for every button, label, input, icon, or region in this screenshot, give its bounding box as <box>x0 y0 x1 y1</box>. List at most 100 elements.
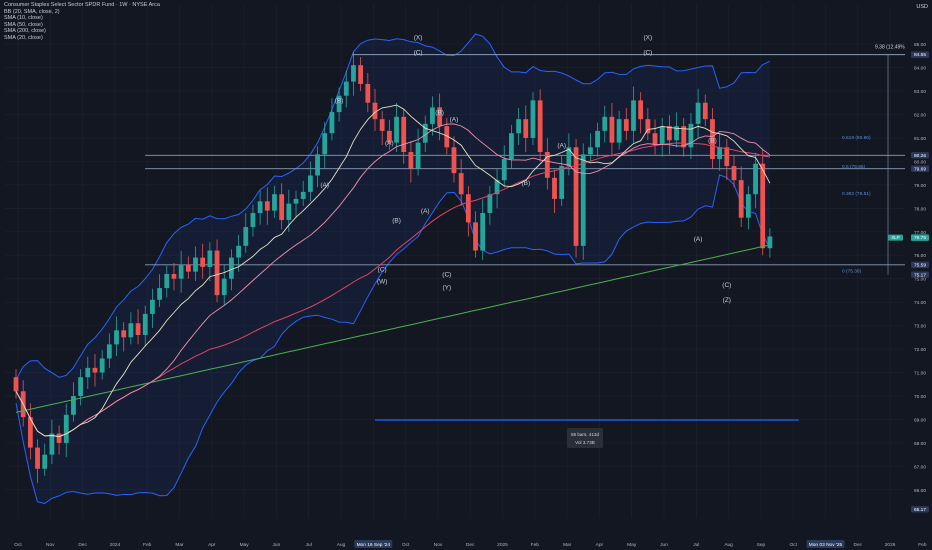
time-tick-label: Feb <box>531 542 540 548</box>
candle-body <box>609 116 615 143</box>
candle-body <box>437 107 443 127</box>
candle-body <box>602 116 608 131</box>
price-tick-label: 84.00 <box>914 66 926 72</box>
price-tick-label: 85.00 <box>914 42 926 48</box>
time-axis-label-box <box>806 540 845 548</box>
time-tick-label: Dec <box>78 542 87 548</box>
candle-body <box>767 236 773 249</box>
candle-body <box>243 227 249 246</box>
candle-body <box>114 330 119 345</box>
wave-label: (B) <box>335 98 344 105</box>
sma20-line <box>15 123 771 438</box>
candle-body <box>638 100 644 120</box>
candle-body <box>307 175 313 192</box>
candle-body <box>150 299 155 314</box>
price-tick-label: 75.00 <box>914 277 926 283</box>
candle-body <box>688 123 694 148</box>
candle-body <box>444 126 450 148</box>
candle-body <box>135 323 141 335</box>
candle-body <box>523 119 529 138</box>
candle-body <box>164 274 170 289</box>
wave-label: (A) <box>385 140 394 147</box>
candle-body <box>264 201 270 211</box>
wave-label: (C) <box>722 282 731 289</box>
price-tick-label: 81.00 <box>914 136 926 142</box>
candle-body <box>71 396 76 415</box>
candle-body <box>681 126 687 148</box>
candle-body <box>544 152 550 178</box>
chart-legend: Consumer Staples Select Sector SPDR Fund… <box>4 2 160 42</box>
measure-label: 9.38 (12.49%) <box>875 45 907 51</box>
candle-body <box>286 203 292 221</box>
price-tick-label: 78.00 <box>914 206 926 212</box>
time-tick-label: Dec <box>466 542 475 548</box>
time-tick-label: May <box>240 542 250 548</box>
candle-body <box>78 377 84 396</box>
price-tick-label: 79.00 <box>914 183 926 189</box>
candle-body <box>731 166 737 181</box>
wave-label: (W) <box>377 278 387 285</box>
candle-body <box>236 245 241 258</box>
candle-body <box>509 133 514 160</box>
price-tick-label: 73.00 <box>914 324 926 330</box>
wave-label: (Y) <box>442 284 451 291</box>
candle-body <box>379 119 385 131</box>
time-tick-label: Aug <box>724 542 733 548</box>
candle-body <box>695 102 701 124</box>
candle-body <box>293 198 299 204</box>
candle-body <box>200 257 206 267</box>
candle-body <box>106 344 112 359</box>
price-tick-label: 82.00 <box>914 112 926 118</box>
wave-label: (A) <box>450 117 459 124</box>
candle-body <box>760 163 766 249</box>
symbol-tag-label: XLP <box>891 235 899 240</box>
candle-body <box>322 133 328 155</box>
range-info-box <box>567 428 603 448</box>
symbol-tag-box <box>888 234 903 241</box>
candle-body <box>56 433 62 443</box>
time-tick-label: 2025 <box>497 542 508 548</box>
price-tick-label: 80.00 <box>914 159 926 165</box>
candle-body <box>401 116 407 152</box>
wave-label: (B) <box>521 180 530 187</box>
candle-body <box>171 274 177 279</box>
candle-body <box>631 100 636 131</box>
fib-label: 0.382 (78.51) <box>842 191 871 197</box>
candle-body <box>717 147 723 160</box>
wave-label: (C) <box>378 267 387 274</box>
legend-indicator: SMA (200, close) <box>4 28 46 35</box>
price-axis-label-box <box>911 165 929 172</box>
candle-body <box>580 154 586 246</box>
candle-body <box>753 163 758 195</box>
price-axis-label: 79.69 <box>914 166 926 172</box>
candle-body <box>272 194 277 211</box>
time-tick-label: Mar <box>563 542 572 548</box>
candle-body <box>415 142 421 169</box>
currency-label: USD <box>916 4 928 10</box>
wave-label: (Z) <box>723 297 731 304</box>
candle-body <box>85 367 91 378</box>
candle-body <box>408 152 414 169</box>
candle-body <box>214 250 220 296</box>
time-tick-label: Mon 16 Sep '24 <box>357 542 391 548</box>
time-tick-label: Feb <box>143 542 152 548</box>
candle-body <box>473 222 478 251</box>
candle-body <box>501 159 507 181</box>
candle-body <box>487 194 493 213</box>
price-axis-label-box <box>911 506 929 513</box>
time-tick-label: Jul <box>693 542 699 548</box>
candle-body <box>652 133 658 145</box>
time-tick-label: Jul <box>306 542 312 548</box>
time-tick-label: Oct <box>789 542 797 548</box>
candle-body <box>27 417 33 448</box>
time-tick-label: Jun <box>273 542 281 548</box>
candle-body <box>207 250 213 267</box>
candle-body <box>465 194 471 223</box>
candle-body <box>394 116 399 143</box>
time-tick-label: Mar <box>175 542 184 548</box>
candle-body <box>315 154 320 176</box>
legend-indicator: SMA (10, close) <box>4 15 43 22</box>
sma10-line <box>15 104 771 438</box>
